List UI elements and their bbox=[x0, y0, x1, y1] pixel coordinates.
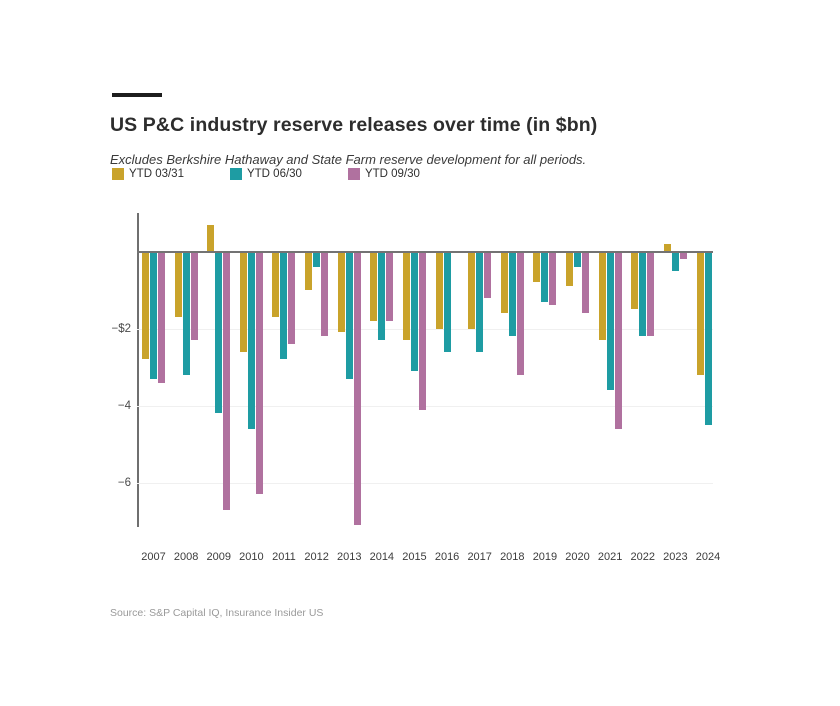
bar-ytd-09-30-2017 bbox=[484, 251, 492, 298]
bar-ytd-06-30-2018 bbox=[508, 251, 516, 337]
bar-ytd-06-30-2010 bbox=[247, 251, 255, 429]
y-axis-label: −6 bbox=[117, 476, 131, 489]
bar-ytd-06-30-2021 bbox=[606, 251, 614, 391]
y-axis-label: −$2 bbox=[111, 322, 131, 335]
bar-ytd-09-30-2012 bbox=[321, 251, 329, 337]
bar-ytd-09-30-2008 bbox=[190, 251, 198, 341]
bar-ytd-06-30-2008 bbox=[182, 251, 190, 375]
legend-item-label: YTD 03/31 bbox=[129, 168, 184, 180]
bar-ytd-03-31-2009 bbox=[207, 224, 215, 252]
bar-ytd-03-31-2007 bbox=[142, 251, 149, 360]
bar-ytd-09-30-2013 bbox=[353, 251, 361, 526]
bar-ytd-06-30-2012 bbox=[313, 251, 321, 267]
bar-ytd-09-30-2020 bbox=[582, 251, 590, 314]
page-subtitle: Excludes Berkshire Hathaway and State Fa… bbox=[110, 152, 587, 167]
chart-legend: YTD 03/31 YTD 06/30 YTD 09/30 bbox=[112, 168, 420, 180]
bar-ytd-06-30-2024 bbox=[704, 251, 712, 426]
bar-ytd-06-30-2011 bbox=[280, 251, 288, 360]
bar-ytd-03-31-2020 bbox=[566, 251, 574, 287]
legend-item-ytd-0630: YTD 06/30 bbox=[229, 168, 302, 180]
bar-ytd-03-31-2013 bbox=[337, 251, 345, 333]
bar-ytd-06-30-2015 bbox=[410, 251, 418, 372]
bar-ytd-06-30-2017 bbox=[476, 251, 484, 352]
x-axis-label: 2009 bbox=[206, 551, 231, 563]
plot-area bbox=[137, 213, 713, 527]
x-axis-label: 2010 bbox=[239, 551, 264, 563]
bar-ytd-09-30-2018 bbox=[516, 251, 524, 375]
legend-swatch-icon bbox=[229, 168, 242, 180]
bar-ytd-03-31-2024 bbox=[696, 251, 704, 375]
legend-item-ytd-0331: YTD 03/31 bbox=[112, 168, 184, 180]
bar-ytd-03-31-2010 bbox=[239, 251, 247, 352]
bar-ytd-06-30-2009 bbox=[215, 251, 223, 414]
bar-ytd-03-31-2011 bbox=[272, 251, 280, 318]
bar-ytd-03-31-2017 bbox=[468, 251, 476, 329]
bar-ytd-03-31-2014 bbox=[370, 251, 378, 321]
bar-ytd-06-30-2023 bbox=[671, 251, 679, 271]
bar-ytd-09-30-2021 bbox=[614, 251, 622, 429]
legend-item-ytd-0930: YTD 09/30 bbox=[347, 168, 420, 180]
x-axis-label: 2012 bbox=[304, 551, 329, 563]
bar-ytd-09-30-2009 bbox=[223, 251, 231, 510]
x-axis-label: 2011 bbox=[272, 551, 296, 563]
bar-ytd-06-30-2014 bbox=[378, 251, 386, 341]
bar-ytd-03-31-2012 bbox=[305, 251, 313, 291]
gridline bbox=[137, 482, 713, 484]
bar-ytd-09-30-2014 bbox=[386, 251, 394, 321]
x-axis-label: 2022 bbox=[630, 551, 656, 563]
x-axis-label: 2020 bbox=[565, 551, 590, 563]
x-axis-label: 2024 bbox=[695, 551, 721, 563]
x-axis-label: 2021 bbox=[597, 551, 623, 563]
y-axis-label: −4 bbox=[117, 399, 131, 412]
bar-ytd-06-30-2016 bbox=[443, 251, 451, 352]
bar-ytd-09-30-2019 bbox=[549, 251, 557, 306]
legend-item-label: YTD 09/30 bbox=[364, 168, 420, 180]
bar-ytd-09-30-2007 bbox=[158, 251, 165, 383]
bar-ytd-06-30-2022 bbox=[639, 251, 647, 337]
bar-ytd-03-31-2015 bbox=[402, 251, 410, 341]
bar-ytd-09-30-2011 bbox=[288, 251, 296, 345]
bar-ytd-06-30-2013 bbox=[345, 251, 353, 379]
bar-ytd-03-31-2018 bbox=[500, 251, 508, 314]
bar-ytd-09-30-2022 bbox=[647, 251, 655, 337]
bar-ytd-03-31-2019 bbox=[533, 251, 541, 283]
x-axis-label: 2015 bbox=[402, 551, 427, 563]
x-axis-label: 2018 bbox=[500, 551, 525, 563]
bar-ytd-03-31-2016 bbox=[435, 251, 443, 329]
x-axis-label: 2014 bbox=[369, 551, 395, 563]
legend-swatch-icon bbox=[112, 168, 124, 180]
bar-ytd-03-31-2023 bbox=[663, 243, 671, 252]
x-axis-label: 2017 bbox=[467, 551, 492, 563]
y-axis-line bbox=[137, 213, 139, 527]
source-note: Source: S&P Capital IQ, Insurance Inside… bbox=[110, 606, 324, 619]
x-axis-label: 2013 bbox=[336, 551, 362, 563]
zero-baseline bbox=[137, 250, 713, 253]
bar-ytd-03-31-2022 bbox=[631, 251, 639, 310]
legend-swatch-icon bbox=[347, 168, 360, 180]
x-axis-label: 2023 bbox=[663, 551, 688, 563]
page-title: US P&C industry reserve releases over ti… bbox=[110, 114, 598, 137]
bar-ytd-03-31-2021 bbox=[598, 251, 606, 341]
x-axis-label: 2016 bbox=[434, 551, 460, 563]
bar-ytd-06-30-2007 bbox=[150, 251, 157, 379]
x-axis-label: 2019 bbox=[532, 551, 558, 563]
x-axis-label: 2008 bbox=[173, 551, 199, 563]
bar-ytd-09-30-2023 bbox=[679, 251, 687, 260]
legend-item-label: YTD 06/30 bbox=[246, 168, 302, 180]
bar-ytd-06-30-2019 bbox=[541, 251, 549, 302]
x-axis-label: 2007 bbox=[141, 551, 166, 563]
bar-ytd-09-30-2015 bbox=[418, 251, 426, 410]
title-rule bbox=[112, 93, 162, 97]
bar-ytd-06-30-2020 bbox=[574, 251, 582, 267]
bar-ytd-09-30-2010 bbox=[255, 251, 263, 495]
bar-ytd-03-31-2008 bbox=[174, 251, 182, 318]
